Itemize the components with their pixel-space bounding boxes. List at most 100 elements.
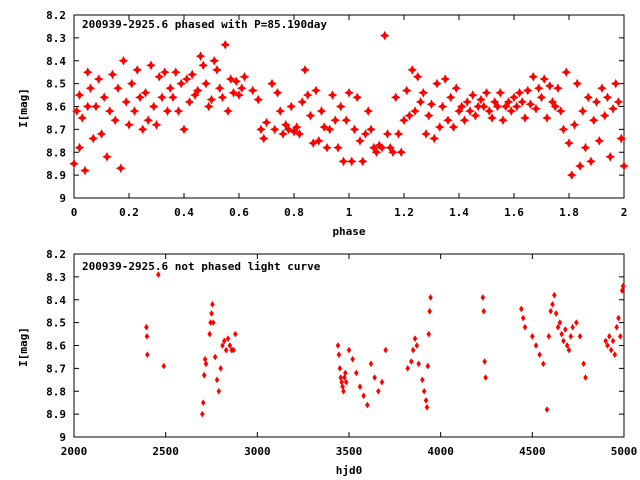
unphased-data-point [227, 342, 233, 349]
phased-data-point [234, 90, 244, 100]
phased-x-tick-label: 1 [346, 206, 353, 219]
unphased-data-point [414, 342, 420, 349]
phased-data-point [514, 87, 525, 98]
phased-x-ticks: 0 0.2 0.4 0.6 0.8 1 1.2 1.4 1.6 1.8 2 [71, 15, 627, 219]
phased-data-point [349, 124, 360, 135]
phased-data-point [118, 55, 129, 66]
phased-data-point [415, 97, 426, 107]
phased-y-axis-label: I[mag] [17, 88, 30, 128]
phased-data-point [283, 124, 294, 135]
phased-data-point [220, 39, 231, 50]
phased-data-point [478, 101, 489, 112]
phased-data-point [140, 87, 151, 98]
phased-x-axis-label: phase [332, 225, 365, 238]
phased-data-point [454, 106, 464, 116]
phased-y-tick-label: 8.3 [46, 32, 66, 45]
phased-data-point [82, 101, 93, 112]
phased-x-tick-label: 0 [71, 206, 78, 219]
phased-data-point [517, 97, 528, 107]
unphased-data-point [482, 358, 487, 365]
phased-data-point [363, 106, 374, 116]
unphased-plot-frame [73, 253, 625, 438]
unphased-data-point [211, 319, 216, 326]
unphased-x-tick-label: 3000 [244, 445, 271, 458]
unphased-data-point [620, 282, 626, 290]
phased-data-point [102, 152, 112, 162]
unphased-data-point [428, 294, 433, 301]
unphased-x-tick-label: 4000 [427, 445, 454, 458]
unphased-data-point [519, 305, 524, 313]
phased-x-tick-label: 0.2 [119, 206, 139, 219]
phased-data-point [586, 156, 596, 167]
phased-data-point [487, 113, 497, 123]
unphased-x-tick-label: 5000 [611, 445, 638, 458]
unphased-data-point [209, 310, 214, 317]
phased-data-point [192, 85, 203, 96]
unphased-data-point [568, 333, 574, 340]
unphased-y-tick-label: 8.5 [46, 317, 66, 330]
unphased-data-point [546, 333, 552, 340]
phased-data-point [278, 129, 288, 139]
phased-data-point [88, 133, 99, 144]
unphased-data-point [343, 378, 349, 386]
unphased-data-point [337, 365, 343, 372]
unphased-y-tick-label: 8.4 [46, 294, 66, 307]
phased-data-point [126, 78, 137, 89]
unphased-data-point [416, 360, 421, 368]
phased-data-point [352, 92, 363, 103]
phased-data-point [316, 106, 327, 116]
phased-data-point [184, 97, 195, 107]
unphased-data-point [376, 387, 381, 395]
unphased-data-point [583, 374, 588, 381]
phased-data-point [476, 94, 486, 105]
phased-data-point [132, 65, 143, 75]
phased-data-point [93, 74, 104, 84]
phased-x-tick-label: 1.6 [504, 206, 524, 219]
phased-data-point [566, 170, 577, 180]
phased-data-point [176, 78, 187, 89]
phased-data-point [561, 67, 572, 77]
phased-data-point [115, 163, 126, 174]
unphased-data-point [427, 307, 432, 315]
unphased-data-point [563, 326, 568, 333]
unphased-data-point [144, 333, 150, 340]
phased-data-point [305, 110, 316, 121]
phased-data-point [456, 101, 467, 112]
phased-data-point [462, 97, 473, 107]
phased-data-point [602, 92, 613, 103]
phased-data-point [489, 97, 500, 107]
unphased-data-point [336, 351, 342, 358]
unphased-data-point [603, 337, 608, 345]
unphased-data-point [577, 333, 583, 340]
phased-data-point [107, 69, 118, 80]
phased-data-point [465, 106, 475, 116]
phased-data-point [319, 122, 330, 132]
phased-data-point [599, 110, 610, 121]
phased-data-point [269, 124, 280, 135]
phased-data-point [473, 101, 484, 112]
phased-data-point [410, 106, 420, 116]
unphased-data-point [537, 351, 542, 358]
phased-data-point [432, 78, 442, 89]
unphased-data-point [550, 301, 555, 308]
phased-data-point [327, 90, 338, 100]
phased-data-point [272, 87, 283, 98]
phased-data-point [553, 83, 563, 93]
phased-data-point [203, 101, 214, 112]
unphased-data-point [223, 346, 229, 354]
phased-data-point [91, 101, 101, 112]
phased-data-point [236, 83, 247, 93]
phased-data-point [605, 152, 616, 162]
unphased-y-tick-label: 8.2 [46, 248, 66, 261]
unphased-data-point [409, 358, 414, 365]
phased-data-point [201, 78, 211, 89]
phased-data-point [613, 97, 624, 107]
unphased-data-point [481, 307, 487, 315]
phased-data-point [121, 97, 132, 107]
phased-data-point [280, 120, 291, 130]
unphased-data-point [421, 387, 427, 395]
phased-data-point [528, 71, 539, 82]
phased-y-tick-label: 8.9 [46, 169, 66, 182]
phased-data-point [437, 101, 448, 112]
phased-data-point [297, 97, 308, 107]
